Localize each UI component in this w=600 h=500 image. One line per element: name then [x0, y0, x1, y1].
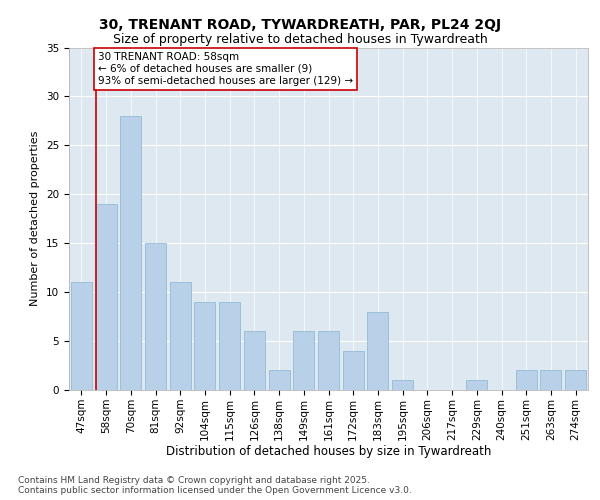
- Bar: [244, 332, 265, 390]
- Bar: [516, 370, 537, 390]
- Text: 30 TRENANT ROAD: 58sqm
← 6% of detached houses are smaller (9)
93% of semi-detac: 30 TRENANT ROAD: 58sqm ← 6% of detached …: [98, 52, 353, 86]
- Bar: [219, 302, 240, 390]
- Text: Size of property relative to detached houses in Tywardreath: Size of property relative to detached ho…: [113, 32, 487, 46]
- Bar: [95, 204, 116, 390]
- Bar: [71, 282, 92, 390]
- Bar: [293, 332, 314, 390]
- X-axis label: Distribution of detached houses by size in Tywardreath: Distribution of detached houses by size …: [166, 446, 491, 458]
- Bar: [367, 312, 388, 390]
- Text: 30, TRENANT ROAD, TYWARDREATH, PAR, PL24 2QJ: 30, TRENANT ROAD, TYWARDREATH, PAR, PL24…: [99, 18, 501, 32]
- Bar: [318, 332, 339, 390]
- Bar: [269, 370, 290, 390]
- Text: Contains HM Land Registry data © Crown copyright and database right 2025.
Contai: Contains HM Land Registry data © Crown c…: [18, 476, 412, 495]
- Bar: [541, 370, 562, 390]
- Y-axis label: Number of detached properties: Number of detached properties: [31, 131, 40, 306]
- Bar: [466, 380, 487, 390]
- Bar: [145, 243, 166, 390]
- Bar: [392, 380, 413, 390]
- Bar: [343, 351, 364, 390]
- Bar: [194, 302, 215, 390]
- Bar: [120, 116, 141, 390]
- Bar: [565, 370, 586, 390]
- Bar: [170, 282, 191, 390]
